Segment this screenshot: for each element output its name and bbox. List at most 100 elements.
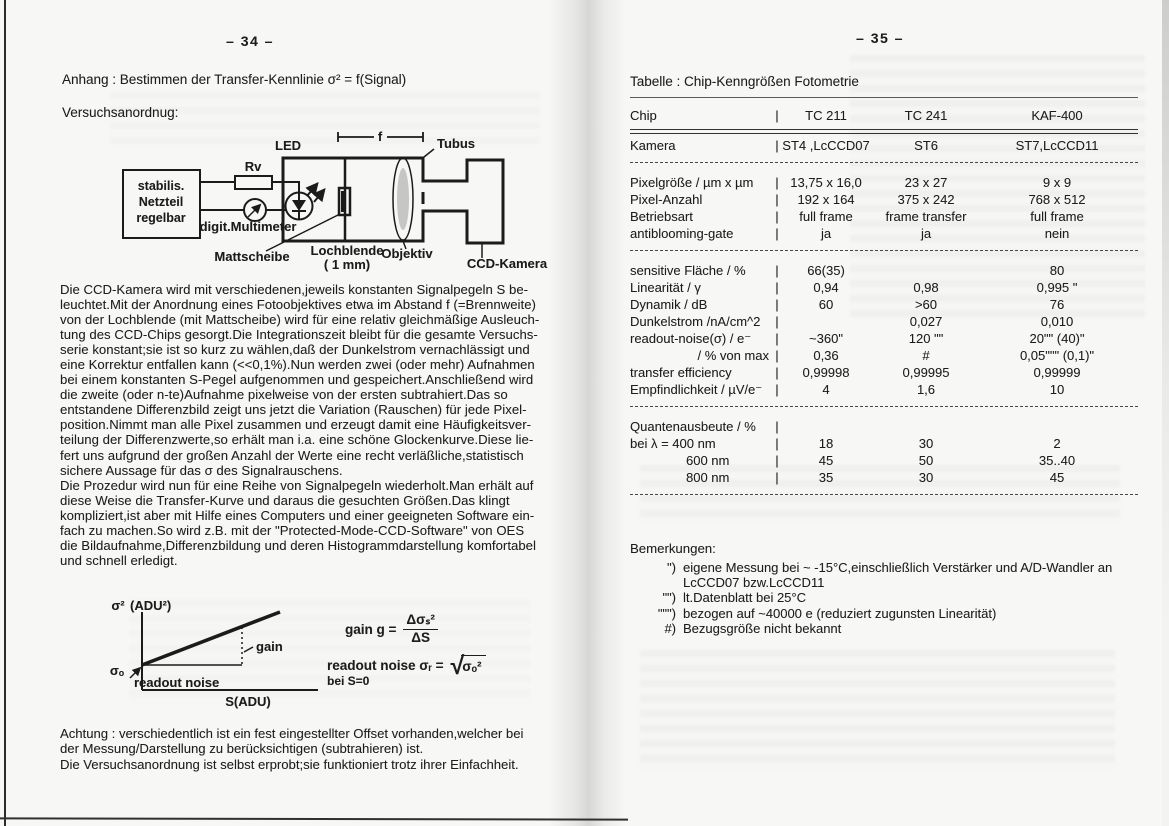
table-row: Dunkelstrom /nA/cm^2 | 0,027 0,010 bbox=[630, 314, 1138, 331]
table-cell-value: 768 x 512 bbox=[1028, 192, 1086, 207]
table-column-separator: | bbox=[775, 348, 779, 363]
table-cell-value: ja bbox=[920, 226, 932, 241]
table-cell-label: Empfindlichkeit / µV/e⁻ bbox=[630, 382, 763, 397]
table-cell-value bbox=[982, 419, 1132, 436]
table-cell-value: >60 bbox=[914, 297, 938, 312]
table-cell-value: full frame bbox=[799, 209, 853, 224]
table-row: 600 nm | 45 50 35..40 bbox=[630, 453, 1138, 470]
remarks-list: ") eigene Messung bei ~ -15°C,einschließl… bbox=[630, 560, 1150, 636]
table-cell-value: 0,05""" (0,1)" bbox=[1019, 348, 1095, 363]
power-supply-label: stabilis. bbox=[138, 179, 185, 193]
text-line: kompliziert,ist aber mit Hilfe eines Com… bbox=[60, 507, 535, 523]
table-cell-value: 35..40 bbox=[1038, 453, 1076, 468]
table-row: Pixelgröße / µm x µm | 13,75 x 16,0 23 x 27… bbox=[630, 175, 1138, 192]
table-cell-value: 0,36 bbox=[813, 348, 839, 363]
scan-edge-right bbox=[1162, 0, 1169, 826]
appendix-heading: Anhang : Bestimmen der Transfer-Kennlini… bbox=[62, 72, 407, 87]
remark-text: lt.Datenblatt bei 25°C bbox=[683, 590, 1150, 605]
remark-marker: ") bbox=[667, 560, 676, 575]
table-row: Betriebsart | full frame frame transfer full… bbox=[630, 209, 1138, 226]
readout-noise-equation: readout noise σᵣ = bei S=0 √ σₒ² bbox=[327, 652, 486, 689]
noise-radicand: σₒ² bbox=[461, 655, 486, 674]
table-cell-value: 0,99998 bbox=[802, 365, 850, 380]
table-cell-value: 375 x 242 bbox=[897, 192, 955, 207]
text-line: fach zu machen.So wird z.B. mit der "Pro… bbox=[60, 522, 525, 538]
table-column-separator: | bbox=[775, 280, 779, 295]
table-cell-value: ST7,LcCCD11 bbox=[1015, 138, 1099, 153]
table-cell-value bbox=[870, 263, 982, 280]
text-line: Achtung : verschiedentlich ist ein fest … bbox=[60, 726, 524, 741]
table-cell-value: ja bbox=[820, 226, 832, 241]
bleedthrough-artifact bbox=[850, 55, 1145, 320]
table-cell-value: 0,99999 bbox=[1033, 365, 1081, 380]
text-line: von der Lochblende (mit Mattscheibe) wir… bbox=[60, 312, 540, 328]
table-column-separator: | bbox=[775, 470, 779, 485]
resistor-symbol bbox=[234, 175, 273, 190]
apparatus-diagram: stabilis. Netzteil regelbar Rv digit.Mul… bbox=[122, 129, 548, 272]
resistor-label: Rv bbox=[245, 159, 262, 174]
pinhole-symbol bbox=[337, 186, 352, 217]
diffuser-label: Mattscheibe bbox=[214, 249, 289, 264]
table-cell-value: 66(35) bbox=[807, 263, 845, 278]
table-cell-label: readout-noise(σ) / e⁻ bbox=[630, 331, 752, 346]
noise-equation-condition: bei S=0 bbox=[327, 674, 370, 689]
table-row: Kamera | ST4 ,LcCCD07 ST6 ST7,LcCCD11 bbox=[630, 138, 1138, 155]
svg-text:Netzteil: Netzteil bbox=[139, 195, 183, 209]
table-rule bbox=[630, 129, 1138, 134]
remark-item: """) bezogen auf ~40000 e (reduziert zugu… bbox=[630, 606, 1150, 621]
text-line: die zweite (oder n-te)Aufnahme pixelweis… bbox=[60, 387, 508, 403]
tube-label: Tubus bbox=[437, 136, 475, 151]
table-cell-value: ~360" bbox=[809, 331, 843, 346]
remark-marker: """) bbox=[657, 605, 676, 621]
table-column-separator: | bbox=[775, 382, 779, 397]
table-column-separator: | bbox=[775, 314, 779, 329]
table-cell-value: 35 bbox=[818, 470, 834, 485]
table-cell-label: antiblooming-gate bbox=[630, 226, 734, 241]
table-row: Chip | TC 211 TC 241 KAF-400 bbox=[630, 108, 1138, 125]
page-34: – 34 – Anhang : Bestimmen der Transfer-K… bbox=[40, 0, 570, 826]
table-row: 800 nm | 35 30 45 bbox=[630, 470, 1138, 487]
x-axis-label: S(ADU) bbox=[225, 694, 271, 709]
gain-equation: gain g = Δσₛ² ΔS bbox=[345, 612, 438, 646]
transfer-line bbox=[141, 610, 281, 667]
readout-noise-label: readout noise bbox=[134, 675, 219, 690]
table-cell-value: # bbox=[922, 348, 930, 363]
table-column-separator: | bbox=[775, 419, 779, 434]
table-row: Quantenausbeute / % | bbox=[630, 419, 1138, 436]
caution-text: Achtung : verschiedentlich ist ein fest … bbox=[60, 726, 575, 772]
chip-table: Chip | TC 211 TC 241 KAF-400 Kamera | ST4 ,LcCC… bbox=[630, 96, 1138, 507]
text-line: Die CCD-Kamera wird mit verschiedenen,je… bbox=[60, 282, 529, 297]
intercept-label: σₒ bbox=[110, 663, 125, 678]
table-column-separator: | bbox=[775, 263, 779, 278]
text-line: Bezugsgröße nicht bekannt bbox=[683, 620, 842, 636]
scan-edge-left bbox=[4, 0, 6, 826]
transfer-curve-graph: gain σ² (ADU²) σₒ readout noise S(ADU) bbox=[110, 598, 318, 709]
table-row: Empfindlichkeit / µV/e⁻ | 4 1,6 10 bbox=[630, 382, 1138, 399]
remark-text: Bezugsgröße nicht bekannt bbox=[683, 621, 1150, 636]
led-emission-arrow bbox=[305, 182, 319, 197]
table-column-separator: | bbox=[775, 297, 779, 312]
table-row: Linearität / γ | 0,94 0,98 0,995 " bbox=[630, 280, 1138, 297]
page-35: – 35 – Tabelle : Chip-Kenngrößen Fotomet… bbox=[610, 0, 1165, 826]
text-line: eigene Messung bei ~ -15°C,einschließlic… bbox=[683, 560, 1113, 575]
bleedthrough-artifact bbox=[640, 650, 1115, 770]
sqrt-icon: √ bbox=[450, 652, 465, 680]
table-cell-value: 0,94 bbox=[813, 280, 839, 295]
table-row: transfer efficiency | 0,99998 0,99995 0,9999… bbox=[630, 365, 1138, 382]
page-number: – 34 – bbox=[226, 33, 274, 49]
table-cell-label: bei λ = 400 nm bbox=[630, 436, 716, 451]
remarks-title: Bemerkungen: bbox=[630, 541, 716, 556]
table-cell-label: Betriebsart bbox=[630, 209, 693, 224]
table-column-separator: | bbox=[775, 138, 779, 153]
table-row: antiblooming-gate | ja ja nein bbox=[630, 226, 1138, 243]
table-cell-value: 0,98 bbox=[913, 280, 939, 295]
remark-marker: "") bbox=[662, 590, 676, 606]
table-cell-value: 30 bbox=[918, 436, 934, 451]
table-cell-value: 76 bbox=[1049, 297, 1065, 312]
pinhole-label: Lochblende bbox=[311, 243, 384, 258]
table-cell-value: 45 bbox=[818, 453, 834, 468]
led-label: LED bbox=[275, 138, 301, 153]
table-column-separator: | bbox=[775, 453, 779, 468]
table-cell-label: 800 nm bbox=[686, 470, 730, 485]
table-cell-value: 0,995 " bbox=[1036, 280, 1078, 295]
